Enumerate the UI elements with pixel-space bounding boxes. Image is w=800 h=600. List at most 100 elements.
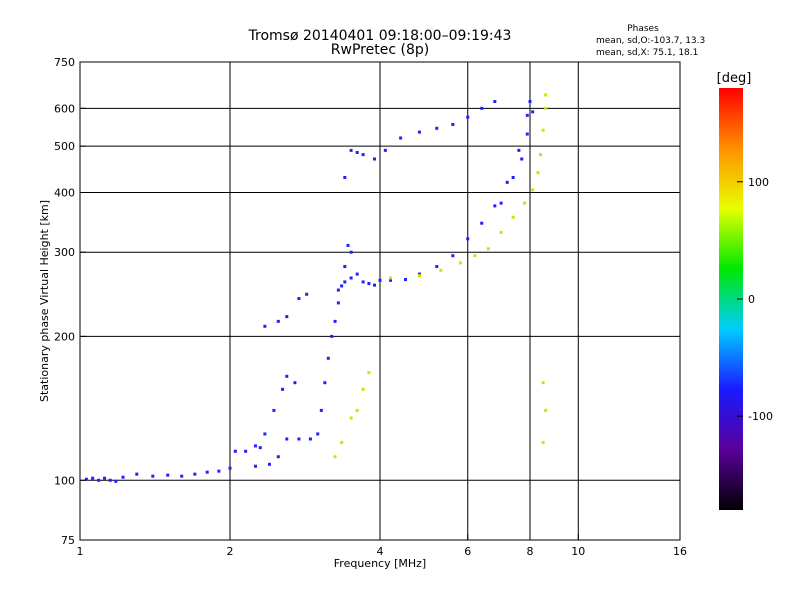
data-point (346, 243, 350, 247)
data-point (253, 444, 257, 448)
data-point (151, 474, 155, 478)
data-point (343, 175, 347, 179)
y-tick-label: 750 (54, 56, 75, 69)
data-point (281, 387, 285, 391)
data-point (319, 408, 323, 412)
data-point (505, 180, 509, 184)
data-point (97, 478, 101, 482)
data-point (84, 477, 88, 481)
data-point (114, 479, 118, 483)
data-point (316, 432, 320, 436)
y-tick-label: 75 (61, 534, 75, 547)
data-point (349, 276, 353, 280)
data-point (180, 474, 184, 478)
data-point (343, 265, 347, 269)
data-point (373, 283, 377, 287)
data-point (523, 201, 527, 205)
data-point (276, 319, 280, 323)
data-point (417, 274, 421, 278)
data-point (493, 204, 497, 208)
data-point (511, 215, 515, 219)
x-tick-label: 6 (464, 545, 471, 558)
data-point (323, 381, 327, 385)
data-point (531, 188, 535, 192)
data-point (349, 250, 353, 254)
colorbar-label: [deg] (717, 71, 752, 86)
data-point (355, 408, 359, 412)
data-point (451, 254, 455, 258)
plot-area: 1 2 4 6 8 10 16 75 100 200 300 400 500 600 750 (54, 56, 687, 558)
data-point (458, 261, 462, 265)
data-point (480, 221, 484, 225)
y-tick-label: 200 (54, 330, 75, 343)
data-point (383, 148, 387, 152)
axis-ticks: 1 2 4 6 8 10 16 75 100 200 300 400 500 600 750 (54, 56, 687, 558)
data-point (263, 324, 267, 328)
colorbar-ticks: 100 0 -100 (737, 176, 773, 423)
data-point (297, 297, 301, 301)
data-point (378, 278, 382, 282)
data-point (343, 280, 347, 284)
data-point (233, 449, 237, 453)
data-point (520, 157, 524, 161)
data-point (349, 416, 353, 420)
data-point (511, 175, 515, 179)
data-point (205, 470, 209, 474)
data-point (361, 387, 365, 391)
data-point (326, 356, 330, 360)
data-point (263, 432, 267, 436)
data-point (361, 153, 365, 157)
data-point (473, 254, 477, 258)
y-tick-label: 400 (54, 186, 75, 199)
data-point (525, 132, 529, 136)
y-tick-label: 600 (54, 102, 75, 115)
phases-heading: Phases (627, 24, 659, 34)
grid (80, 62, 680, 540)
data-point (244, 449, 248, 453)
data-point (91, 476, 95, 480)
data-point (528, 100, 532, 104)
data-point (531, 110, 535, 114)
data-point (539, 153, 543, 157)
data-point (403, 278, 407, 282)
data-point (333, 455, 337, 459)
data-point (517, 148, 521, 152)
data-point (135, 472, 139, 476)
y-tick-label: 100 (54, 474, 75, 487)
colorbar-tick-label: 100 (748, 176, 769, 189)
data-point (349, 148, 353, 152)
y-axis-label: Stationary phase Virtual Height [km] (38, 200, 51, 402)
data-point (399, 136, 403, 140)
data-point (267, 462, 271, 466)
chart-title: Tromsø 20140401 09:18:00–09:19:43 (248, 28, 512, 44)
data-point (305, 292, 309, 296)
data-point (333, 319, 337, 323)
y-tick-label: 500 (54, 140, 75, 153)
data-point (193, 472, 197, 476)
data-point (121, 475, 125, 479)
data-point (536, 171, 540, 175)
data-point (166, 473, 170, 477)
data-point (435, 265, 439, 269)
x-axis-label: Frequency [MHz] (334, 557, 426, 570)
data-point (544, 408, 548, 412)
data-point (228, 466, 232, 470)
data-point (373, 157, 377, 161)
data-point (361, 280, 365, 284)
data-point (544, 93, 548, 97)
data-point (355, 272, 359, 276)
x-tick-label: 2 (227, 545, 234, 558)
y-tick-label: 300 (54, 246, 75, 259)
data-point (499, 230, 503, 234)
data-point (285, 437, 289, 441)
data-point (439, 268, 443, 272)
data-point (355, 150, 359, 154)
data-point (451, 123, 455, 127)
data-point (541, 440, 545, 444)
x-tick-label: 16 (673, 545, 687, 558)
data-point (336, 301, 340, 305)
data-point (541, 381, 545, 385)
data-point (417, 272, 421, 276)
data-point (258, 446, 262, 450)
